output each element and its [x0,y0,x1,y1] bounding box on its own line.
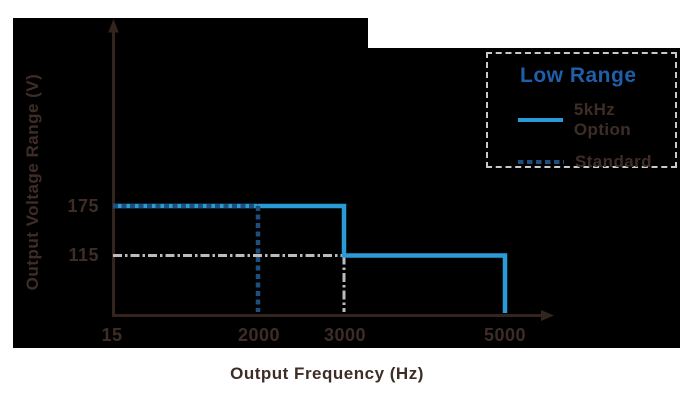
y-axis-title: Output Voltage Range (V) [23,73,42,291]
series-reference-115-line [113,254,346,312]
y-tick-175: 175 [67,196,99,216]
legend-item-label: 5kHz Option [573,100,632,139]
y-axis-arrow-icon [108,19,119,33]
legend-item-standard: Standard [518,152,675,172]
x-tick-15: 15 [101,325,122,345]
legend-box: Low Range 5kHz Option Standard [486,52,677,171]
x-axis-arrow-icon [541,310,554,321]
legend-item-5khz-option: 5kHz Option [518,100,675,140]
y-tick-115: 115 [68,245,99,265]
x-axis-title: Output Frequency (Hz) [230,364,424,383]
x-tick-2000: 2000 [238,325,280,345]
x-tick-5000: 5000 [484,325,526,345]
dashed-line-swatch-icon [518,160,564,164]
solid-line-swatch-icon [518,118,563,122]
x-tick-3000: 3000 [324,325,366,345]
legend-title: Low Range [520,64,637,87]
series-standard-line [113,203,261,312]
panel-background-left [13,18,368,348]
series-5khz-option-line [113,203,508,313]
legend-item-label: Standard [575,152,652,171]
